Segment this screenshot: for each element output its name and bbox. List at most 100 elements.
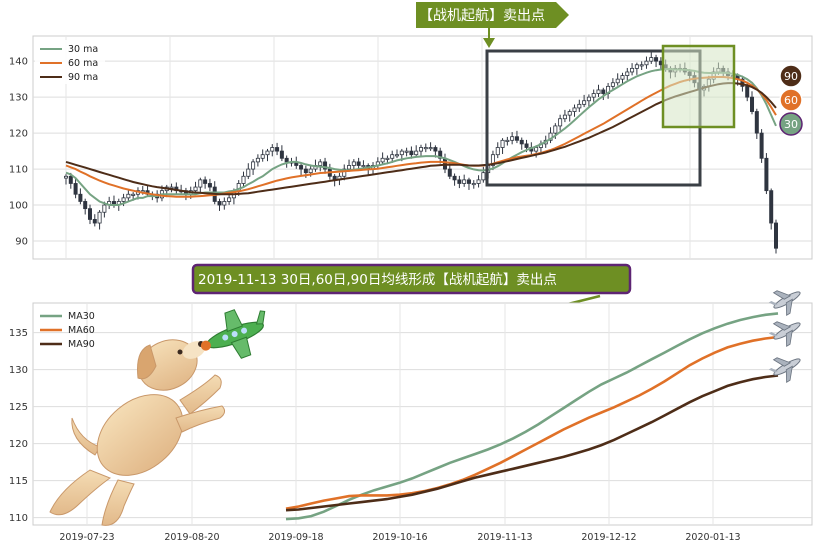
- candle-body: [558, 118, 563, 127]
- top-banner-arrowhead: [483, 38, 495, 48]
- candle-body: [385, 157, 390, 160]
- legend-label-90: 90 ma: [68, 72, 98, 83]
- candle-body: [126, 193, 131, 199]
- candle-body: [654, 57, 659, 62]
- bottom-x-tick-label: 2020-01-13: [685, 532, 740, 543]
- candle-body: [255, 157, 260, 163]
- candle-body: [265, 150, 270, 156]
- bubble-60: [779, 88, 803, 112]
- top-banner-text: 【战机起航】卖出点: [419, 8, 545, 24]
- candle-body: [639, 64, 644, 67]
- candle-body: [774, 222, 779, 249]
- bottom-y-tick-label: 110: [9, 513, 28, 524]
- candle-body: [562, 114, 567, 120]
- candle-body: [246, 168, 251, 177]
- candle-body: [428, 147, 433, 150]
- candle-body: [620, 75, 625, 80]
- candle-body: [610, 82, 615, 87]
- candle-body: [299, 165, 304, 170]
- top-chart-panel: 90 100 110 120 130 140 30 ma 60 ma 90 ma 90 6…: [9, 2, 813, 260]
- top-legend: 30 ma 60 ma 90 ma: [35, 40, 105, 84]
- top-y-tick-label: 140: [9, 57, 28, 68]
- dog-eye: [177, 349, 183, 355]
- bottom-legend: MA30 MA60 MA90: [40, 311, 95, 350]
- bottom-x-tick-labels: 2019-07-23 2019-08-20 2019-09-18 2019-10-16…: [59, 532, 740, 543]
- candle-body: [414, 150, 419, 156]
- candle-body: [207, 183, 212, 188]
- top-y-tick-label: 100: [9, 201, 28, 212]
- candle-body: [241, 175, 246, 184]
- candle-body: [452, 175, 457, 181]
- candle-body: [567, 111, 572, 116]
- candle-body: [279, 150, 284, 159]
- dog-illustration: [49, 309, 266, 526]
- bubble-90-label: 90: [784, 70, 798, 83]
- candle-body: [260, 154, 265, 159]
- candle-body: [490, 154, 495, 166]
- candle-body: [586, 96, 591, 102]
- candle-body: [500, 139, 505, 148]
- legend-label-ma90: MA90: [68, 339, 95, 350]
- bottom-x-tick-label: 2019-09-18: [268, 532, 323, 543]
- candle-body: [476, 179, 481, 184]
- candle-body: [764, 157, 769, 192]
- candle-body: [442, 157, 447, 170]
- candle-body: [471, 183, 476, 186]
- candle-body: [572, 107, 577, 112]
- candle-body: [481, 172, 486, 181]
- candle-body: [457, 179, 462, 184]
- candle-body: [591, 93, 596, 98]
- candle-body: [634, 64, 639, 69]
- candle-body: [582, 100, 587, 105]
- candle-body: [390, 154, 395, 159]
- dog-body: [96, 394, 184, 476]
- airplane-icon: [768, 290, 801, 316]
- candle-body: [630, 67, 635, 73]
- bubble-30-label: 30: [784, 118, 798, 131]
- dog-tail: [71, 417, 101, 456]
- bottom-y-tick-labels: 110 115 120 125 130 135: [9, 328, 28, 524]
- middle-banner-shape: [191, 263, 632, 295]
- candle-body: [97, 211, 102, 224]
- top-banner-shape: [416, 2, 569, 28]
- candle-body: [275, 147, 280, 152]
- dog-back-leg: [49, 469, 112, 516]
- candle-body: [447, 168, 452, 177]
- candle-body: [433, 147, 438, 152]
- candle-body: [303, 168, 308, 174]
- bottom-y-tick-label: 115: [9, 476, 28, 487]
- candle-body: [462, 179, 467, 184]
- candle-body: [505, 139, 510, 142]
- airplane-icon: [768, 357, 801, 383]
- bottom-x-tick-label: 2019-07-23: [59, 532, 114, 543]
- airplane-icon: [768, 321, 801, 347]
- bottom-series-line-MA90: [285, 374, 779, 512]
- candle-body: [308, 168, 313, 174]
- top-y-tick-label: 130: [9, 93, 28, 104]
- candle-body: [395, 154, 400, 157]
- bottom-y-tick-label: 130: [9, 365, 28, 376]
- candle-body: [92, 219, 97, 224]
- dog-back-leg-2: [101, 479, 135, 526]
- middle-banner-text: 2019-11-13 30日,60日,90日均线形成【战机起航】卖出点: [198, 272, 557, 288]
- candle-body: [466, 179, 471, 184]
- candle-body: [553, 125, 558, 134]
- candle-body: [754, 111, 759, 134]
- candle-body: [342, 168, 347, 177]
- candle-body: [596, 89, 601, 94]
- candle-body: [131, 193, 136, 196]
- candle-body: [87, 208, 92, 220]
- top-series-line-60-ma: [65, 76, 777, 198]
- candle-body: [524, 143, 529, 148]
- bubble-60-label: 60: [784, 94, 798, 107]
- candle-body: [78, 193, 83, 202]
- candle-body: [323, 161, 328, 170]
- top-y-tick-label: 90: [15, 237, 28, 248]
- bottom-moving-averages: [285, 312, 779, 521]
- dog-ear: [137, 344, 157, 380]
- bottom-x-tick-label: 2019-10-16: [372, 532, 427, 543]
- candle-body: [759, 132, 764, 159]
